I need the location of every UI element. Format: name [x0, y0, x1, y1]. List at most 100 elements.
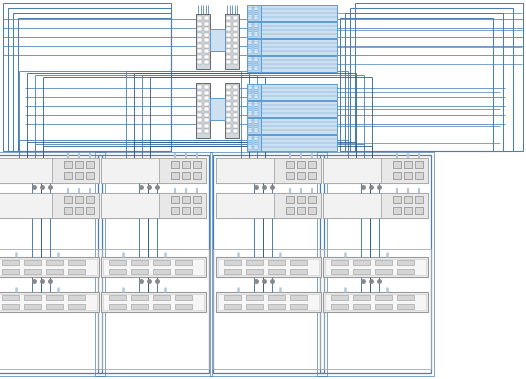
- Bar: [193, 207, 201, 214]
- Bar: [254, 111, 258, 113]
- Bar: [193, 196, 201, 203]
- Bar: [286, 196, 294, 203]
- Bar: [248, 113, 252, 115]
- Bar: [248, 138, 252, 140]
- Bar: [254, 136, 258, 138]
- Bar: [393, 172, 401, 179]
- Bar: [375, 295, 392, 300]
- Bar: [103, 294, 204, 310]
- Bar: [197, 118, 202, 122]
- Bar: [323, 292, 428, 312]
- Bar: [290, 260, 307, 265]
- Bar: [247, 5, 261, 21]
- Bar: [254, 92, 258, 93]
- Bar: [18, 18, 171, 151]
- Bar: [197, 27, 202, 31]
- Bar: [101, 193, 206, 218]
- Bar: [225, 83, 239, 138]
- Bar: [75, 172, 83, 179]
- Bar: [397, 295, 414, 300]
- Bar: [248, 8, 252, 10]
- Bar: [246, 260, 263, 265]
- Bar: [171, 161, 179, 168]
- Bar: [197, 16, 202, 20]
- Bar: [226, 38, 231, 42]
- Bar: [204, 124, 209, 127]
- Bar: [153, 295, 170, 300]
- Bar: [226, 16, 231, 20]
- Bar: [274, 158, 321, 183]
- Bar: [204, 33, 209, 36]
- Bar: [297, 207, 305, 214]
- Bar: [225, 14, 239, 69]
- Bar: [268, 260, 285, 265]
- Bar: [325, 259, 426, 275]
- Bar: [254, 11, 258, 12]
- Bar: [415, 196, 423, 203]
- Bar: [226, 91, 231, 94]
- Bar: [68, 295, 85, 300]
- Bar: [254, 121, 258, 123]
- Bar: [52, 193, 99, 218]
- Bar: [248, 62, 252, 63]
- Bar: [224, 304, 241, 309]
- Bar: [204, 22, 209, 25]
- Bar: [109, 260, 126, 265]
- Bar: [248, 124, 252, 125]
- Bar: [297, 172, 305, 179]
- Bar: [197, 44, 202, 47]
- Bar: [345, 13, 503, 151]
- Bar: [197, 85, 202, 89]
- Bar: [218, 259, 319, 275]
- Bar: [247, 22, 261, 38]
- Bar: [404, 172, 412, 179]
- Bar: [254, 57, 258, 59]
- Bar: [248, 143, 252, 144]
- Bar: [393, 161, 401, 168]
- Bar: [0, 155, 102, 373]
- Bar: [247, 84, 261, 100]
- Bar: [2, 304, 19, 309]
- Bar: [254, 94, 258, 96]
- Bar: [233, 44, 238, 47]
- Bar: [286, 172, 294, 179]
- Bar: [131, 295, 148, 300]
- Bar: [248, 57, 252, 59]
- Bar: [254, 102, 258, 104]
- Bar: [204, 118, 209, 122]
- Bar: [254, 85, 258, 87]
- Bar: [0, 158, 52, 183]
- Bar: [175, 304, 192, 309]
- Bar: [204, 91, 209, 94]
- Bar: [226, 85, 231, 89]
- Bar: [254, 28, 258, 29]
- Bar: [375, 260, 392, 265]
- Bar: [248, 106, 252, 108]
- Bar: [248, 49, 252, 51]
- Bar: [46, 269, 63, 274]
- Bar: [308, 196, 316, 203]
- Bar: [248, 13, 252, 14]
- Bar: [218, 294, 319, 310]
- Bar: [193, 161, 201, 168]
- Bar: [248, 92, 252, 93]
- Bar: [248, 109, 252, 110]
- Bar: [248, 104, 252, 106]
- Bar: [233, 124, 238, 127]
- Bar: [226, 118, 231, 122]
- Bar: [254, 47, 258, 49]
- Bar: [226, 27, 231, 31]
- Bar: [254, 104, 258, 106]
- Bar: [247, 39, 261, 55]
- Bar: [254, 128, 258, 130]
- Bar: [290, 295, 307, 300]
- Bar: [248, 32, 252, 34]
- Bar: [247, 56, 261, 72]
- Bar: [323, 257, 428, 277]
- Bar: [64, 172, 72, 179]
- Bar: [0, 294, 97, 310]
- Bar: [216, 193, 321, 218]
- Bar: [381, 158, 428, 183]
- Bar: [2, 269, 19, 274]
- Bar: [226, 102, 231, 105]
